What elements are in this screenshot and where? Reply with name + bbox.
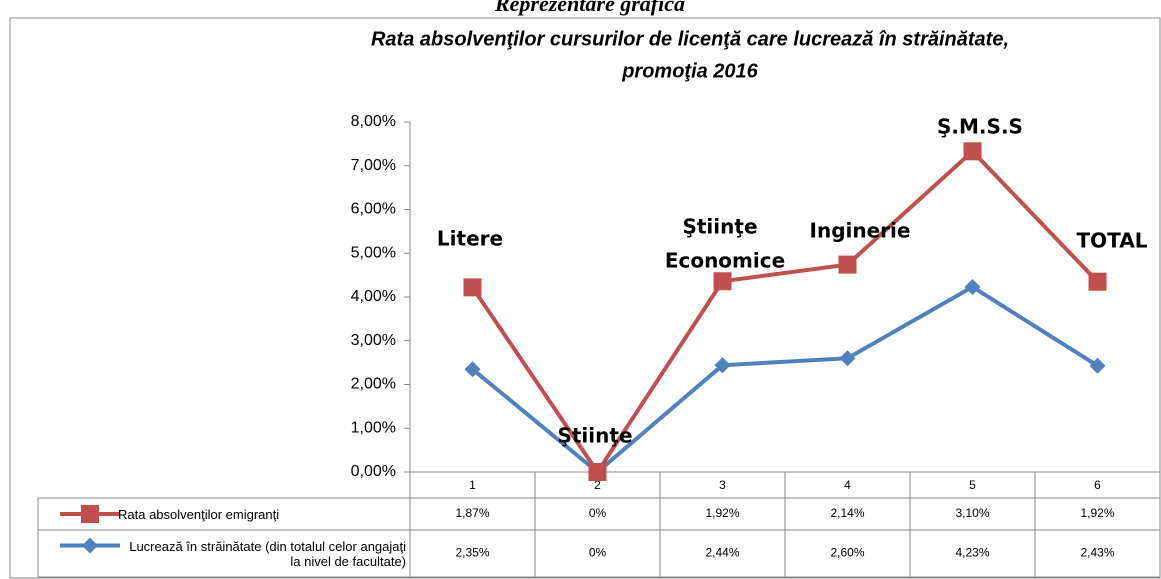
table-value: 1,92% [705,506,739,520]
chart-title: promoţia 2016 [621,60,758,82]
y-tick-label: 3,00% [351,332,396,349]
marker [1088,272,1107,291]
table-value: 3,10% [955,506,989,520]
marker [838,255,857,274]
table-value: 1,92% [1080,506,1114,520]
x-tick-label: 6 [1094,478,1101,492]
annotation: Ştiinţe [557,424,632,448]
table-value: 1,87% [455,506,489,520]
table-value: 2,43% [1080,546,1114,560]
y-tick-label: 0,00% [351,463,396,480]
marker [82,537,98,554]
x-tick-label: 5 [969,478,976,492]
y-tick-label: 5,00% [351,244,396,261]
marker [464,361,481,378]
annotation: Ştiinţe [682,215,757,239]
annotation: Litere [437,227,503,251]
table-value: 2,60% [830,546,864,560]
marker [714,357,731,374]
heading: Reprezentare grafică [494,0,685,16]
x-tick-label: 1 [469,478,476,492]
y-tick-label: 2,00% [351,376,396,393]
chart-frame [9,17,1161,579]
y-tick-label: 8,00% [351,113,396,130]
x-tick-label: 3 [719,478,726,492]
legend-label: Rata absolvenţilor emigranţi [118,506,280,522]
marker [463,278,482,297]
table-value: 2,44% [705,546,739,560]
annotation: Economice [665,249,785,273]
x-tick-label: 4 [844,478,851,492]
legend-entry: Lucrează în străinătate (din totalul cel… [129,538,406,569]
table-value: 0% [589,506,607,520]
table-value: 4,23% [955,546,989,560]
marker [839,350,856,367]
y-tick-label: 4,00% [351,288,396,305]
annotation: Inginerie [810,219,911,243]
marker [963,142,982,161]
series-line [470,149,1099,474]
annotation: TOTAL [1077,229,1148,253]
legend-entry: Rata absolvenţilor emigranţi [118,506,280,522]
y-tick-label: 7,00% [351,157,396,174]
table-value: 0% [589,546,607,560]
table-value: 2,35% [455,546,489,560]
y-tick-label: 1,00% [351,419,396,436]
marker [713,272,732,291]
marker [81,505,99,523]
x-tick-label: 2 [594,478,601,492]
marker [588,463,607,481]
marker [964,278,981,295]
legend-label: Lucrează în străinătate (din totalul cel… [129,538,406,569]
annotation: Ş.M.S.S [937,115,1023,139]
marker [1089,357,1106,374]
series-line [471,284,1099,474]
chart-title: Rata absolvenţilor cursurilor de licenţă… [371,28,1009,50]
y-tick-label: 6,00% [351,201,396,218]
table-value: 2,14% [830,506,864,520]
